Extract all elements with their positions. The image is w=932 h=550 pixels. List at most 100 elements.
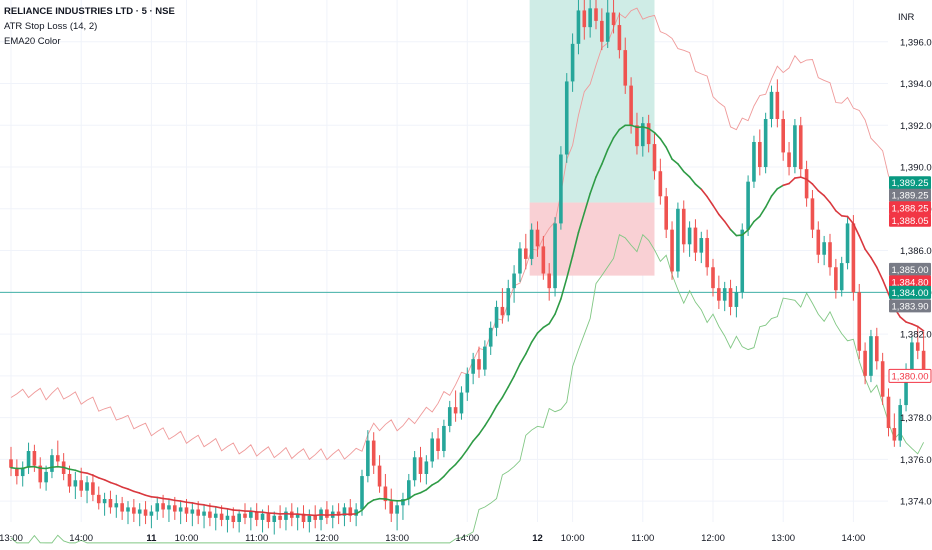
ema-seg-112 [659,137,668,149]
candle-body-63 [377,465,382,487]
candle-body-4 [32,451,37,466]
candle-132 [781,110,785,161]
candle-body-130 [769,91,774,120]
ema-seg-84 [495,396,504,407]
candle-body-89 [529,229,534,259]
ema-seg-146 [858,235,866,250]
candle-90 [535,221,540,257]
candle-108 [641,116,645,157]
candle-46 [278,505,282,529]
candle-body-3 [26,451,31,468]
ema-seg-113 [665,146,673,160]
candle-body-132 [781,119,785,153]
candle-72 [430,432,434,468]
x-tick-1: 14:00 [69,533,93,544]
candle-85 [506,279,511,322]
candle-115 [681,200,686,253]
candle-110 [652,133,657,180]
candle-body-152 [898,405,902,441]
candle-body-85 [506,288,511,316]
ema-seg-100 [589,176,597,195]
candle-84 [500,288,505,324]
ema-seg-137 [805,178,814,185]
candle-0 [9,446,13,477]
ema-seg-94 [554,298,562,315]
candle-81 [483,340,487,376]
price-tag-bg-3 [889,213,931,227]
candle-body-62 [371,440,376,466]
candle-body-101 [600,20,604,42]
candle-11 [73,471,78,500]
x-tick-5: 12:00 [315,533,339,544]
candle-body-113 [670,229,674,272]
candle-67 [401,492,405,520]
candle-body-0 [9,459,13,468]
candle-body-26 [161,503,165,510]
ema-seg-128 [753,215,761,223]
candle-body-40 [243,513,247,518]
ema-seg-88 [519,353,527,365]
price-tag-bg-1 [889,188,931,202]
price-tag-label-1: 1,389.25 [892,191,929,202]
candle-body-95 [564,81,569,155]
candle-76 [453,390,458,422]
price-tag-6: 1,384.00 [889,285,931,299]
candle-body-150 [886,396,891,429]
price-tag-2: 1,388.25 [889,201,931,215]
candle-8 [56,440,60,468]
indicator-ema-label[interactable]: EMA20 Color [4,36,61,47]
candle-119 [705,229,709,276]
ema-seg-139 [817,189,825,197]
candle-147 [869,329,873,383]
ema-seg-21 [127,488,135,493]
candle-body-23 [143,509,148,516]
candle-111 [658,158,663,205]
y-tick-2: 1,378.00 [900,413,932,424]
ema-seg-96 [565,255,574,279]
currency-label: INR [898,12,915,23]
candle-body-139 [822,242,826,255]
indicator-atr-label[interactable]: ATR Stop Loss (14, 2) [4,21,98,32]
price-tag-label-7: 1,383.90 [892,301,929,312]
candles[interactable] [9,0,926,535]
candle-body-146 [863,350,867,376]
candle-body-69 [412,457,417,481]
candle-body-13 [85,482,89,491]
time-axis[interactable]: 13:00 14:00 11 10:00 11:00 12:00 13:00 14:00 12 1… [0,533,865,544]
candle-125 [740,223,745,299]
candle-body-148 [875,336,879,362]
candle-133 [787,141,791,176]
ema-seg-24 [144,494,153,498]
y-tick-11: 1,396.00 [900,37,932,48]
candle-27 [167,499,171,522]
ema-seg-81 [478,425,486,435]
candle-body-60 [360,476,364,510]
price-tag-8: 1,380.00 [888,368,932,383]
candle-40 [243,503,247,525]
candle-29 [178,501,183,525]
ema-seg-102 [601,148,609,165]
ema-seg-76 [448,463,457,471]
candle-body-111 [658,171,663,197]
ema-seg-101 [595,163,603,178]
candle-63 [377,455,382,493]
candle-129 [763,112,768,174]
candle-body-32 [196,509,200,516]
ema-seg-135 [794,176,802,179]
candle-146 [863,342,867,385]
symbol-title[interactable]: RELIANCE INDUSTRIES LTD · 5 · NSE [4,6,175,17]
candle-64 [383,473,388,510]
trade-zones[interactable] [529,0,655,276]
candle-body-156 [921,350,926,372]
candle-102 [605,0,610,49]
x-tick-7: 14:00 [455,533,479,544]
candle-body-47 [284,511,288,520]
candle-body-30 [184,507,189,514]
candle-body-78 [465,373,470,393]
candle-92 [547,263,551,301]
candle-106 [629,77,633,134]
candle-7 [50,448,54,479]
candle-body-144 [851,223,856,293]
candle-17 [108,490,113,514]
